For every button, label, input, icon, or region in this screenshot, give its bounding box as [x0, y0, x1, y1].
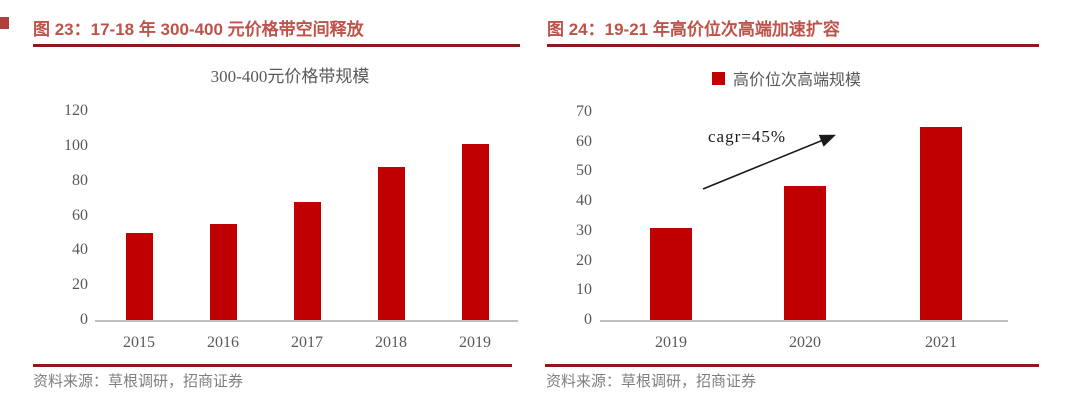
y-axis-tick-label: 60	[72, 206, 88, 224]
bar-2016	[209, 224, 237, 320]
legend-label: 高价位次高端规模	[733, 72, 862, 89]
figure24-title: 图 24：19-21 年高价位次高端加速扩容	[547, 20, 840, 39]
y-axis-tick-label: 20	[72, 276, 88, 294]
y-axis-tick-label: 30	[576, 221, 592, 239]
bar-2017	[293, 201, 321, 320]
bar-2015	[125, 232, 153, 320]
y-axis-tick-label: 100	[64, 136, 88, 154]
y-axis-tick-label: 120	[64, 102, 88, 119]
figure23-title-rule	[33, 44, 520, 47]
figure23-title: 图 23：17-18 年 300-400 元价格带空间释放	[33, 20, 364, 39]
y-axis-tick-label: 40	[72, 241, 88, 259]
y-axis-tick-label: 0	[584, 311, 592, 328]
bar-2020	[784, 186, 826, 320]
y-axis-tick-label: 40	[576, 192, 592, 210]
cagr-annotation: cagr=45%	[708, 127, 787, 146]
right-chart-legend: 高价位次高端规模	[712, 66, 861, 90]
bar-2021	[920, 126, 962, 320]
y-axis-tick-label: 0	[80, 311, 88, 328]
y-axis-tick-label: 20	[576, 251, 592, 269]
figure23-source: 资料来源：草根调研，招商证券	[33, 374, 244, 390]
legend-swatch-icon	[712, 71, 725, 85]
figure24-title-rule	[547, 44, 1039, 47]
bar-2019	[461, 144, 489, 320]
x-axis-line	[95, 320, 518, 322]
figure24-source: 资料来源：草根调研，招商证券	[546, 374, 757, 390]
y-axis-tick-label: 80	[72, 171, 88, 189]
x-axis-line	[600, 320, 1008, 322]
y-axis-tick-label: 60	[576, 132, 592, 150]
left-chart-title: 300-400元价格带规模	[210, 67, 370, 86]
x-axis-tick-label: 2019	[655, 334, 687, 351]
bar-2018	[377, 166, 405, 320]
x-axis-tick-label: 2015	[123, 334, 155, 351]
page-edge-marker	[0, 17, 9, 29]
y-axis-tick-label: 10	[576, 281, 592, 299]
y-axis-tick-label: 50	[576, 162, 592, 180]
bar-2019	[650, 227, 692, 320]
x-axis-tick-label: 2016	[207, 334, 239, 351]
x-axis-tick-label: 2019	[459, 334, 491, 351]
x-axis-tick-label: 2017	[291, 334, 323, 351]
x-axis-tick-label: 2020	[789, 334, 821, 351]
x-axis-tick-label: 2018	[375, 334, 407, 351]
figure23-source-rule	[33, 364, 512, 367]
x-axis-tick-label: 2021	[925, 334, 957, 351]
growth-arrow-icon	[702, 134, 836, 190]
figure24-source-rule	[545, 364, 1039, 367]
y-axis-tick-label: 70	[576, 103, 592, 120]
